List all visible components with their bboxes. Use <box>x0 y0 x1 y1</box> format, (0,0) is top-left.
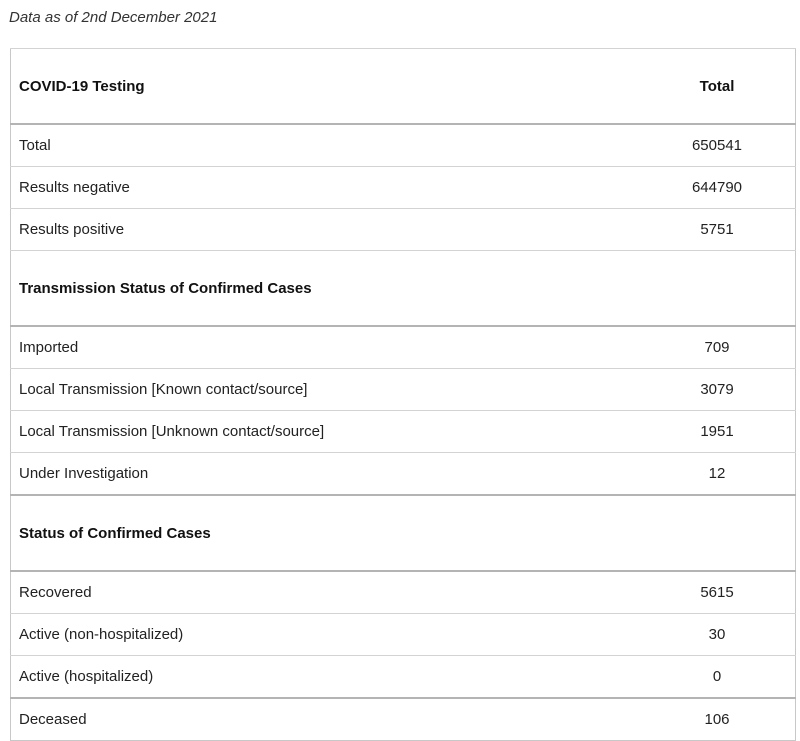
table-row: Under Investigation 12 <box>10 452 796 496</box>
table-row: Active (non-hospitalized) 30 <box>10 613 796 656</box>
section-header-row: Status of Confirmed Cases <box>10 494 796 572</box>
testing-header: COVID-19 Testing <box>10 48 639 125</box>
row-value: 5615 <box>639 570 796 614</box>
table-row: Local Transmission [Known contact/source… <box>10 368 796 411</box>
row-value: 644790 <box>639 166 796 209</box>
row-label: Total <box>10 123 639 167</box>
row-value: 106 <box>639 697 796 741</box>
row-value: 709 <box>639 325 796 369</box>
row-value: 12 <box>639 452 796 496</box>
row-label: Local Transmission [Unknown contact/sour… <box>10 410 639 453</box>
table-row: Recovered 5615 <box>10 570 796 614</box>
table-header-row: COVID-19 Testing Total <box>10 48 796 125</box>
row-label: Active (non-hospitalized) <box>10 613 639 656</box>
row-label: Imported <box>10 325 639 369</box>
row-label: Local Transmission [Known contact/source… <box>10 368 639 411</box>
data-date-note: Data as of 2nd December 2021 <box>9 9 218 26</box>
row-value: 30 <box>639 613 796 656</box>
row-label: Results positive <box>10 208 639 251</box>
table-row: Active (hospitalized) 0 <box>10 655 796 699</box>
table-row: Local Transmission [Unknown contact/sour… <box>10 410 796 453</box>
row-label: Active (hospitalized) <box>10 655 639 699</box>
table-row: Deceased 106 <box>10 697 796 741</box>
status-section-title: Status of Confirmed Cases <box>10 494 796 572</box>
table-row: Results positive 5751 <box>10 208 796 251</box>
row-label: Under Investigation <box>10 452 639 496</box>
row-label: Results negative <box>10 166 639 209</box>
total-column-header: Total <box>639 48 796 125</box>
table-row: Total 650541 <box>10 123 796 167</box>
transmission-section-title: Transmission Status of Confirmed Cases <box>10 250 796 327</box>
row-value: 0 <box>639 655 796 699</box>
section-header-row: Transmission Status of Confirmed Cases <box>10 250 796 327</box>
row-label: Deceased <box>10 697 639 741</box>
row-value: 3079 <box>639 368 796 411</box>
table-row: Results negative 644790 <box>10 166 796 209</box>
table-row: Imported 709 <box>10 325 796 369</box>
row-value: 650541 <box>639 123 796 167</box>
covid-stats-table: COVID-19 Testing Total Total 650541 Resu… <box>10 48 796 741</box>
row-value: 5751 <box>639 208 796 251</box>
row-label: Recovered <box>10 570 639 614</box>
row-value: 1951 <box>639 410 796 453</box>
